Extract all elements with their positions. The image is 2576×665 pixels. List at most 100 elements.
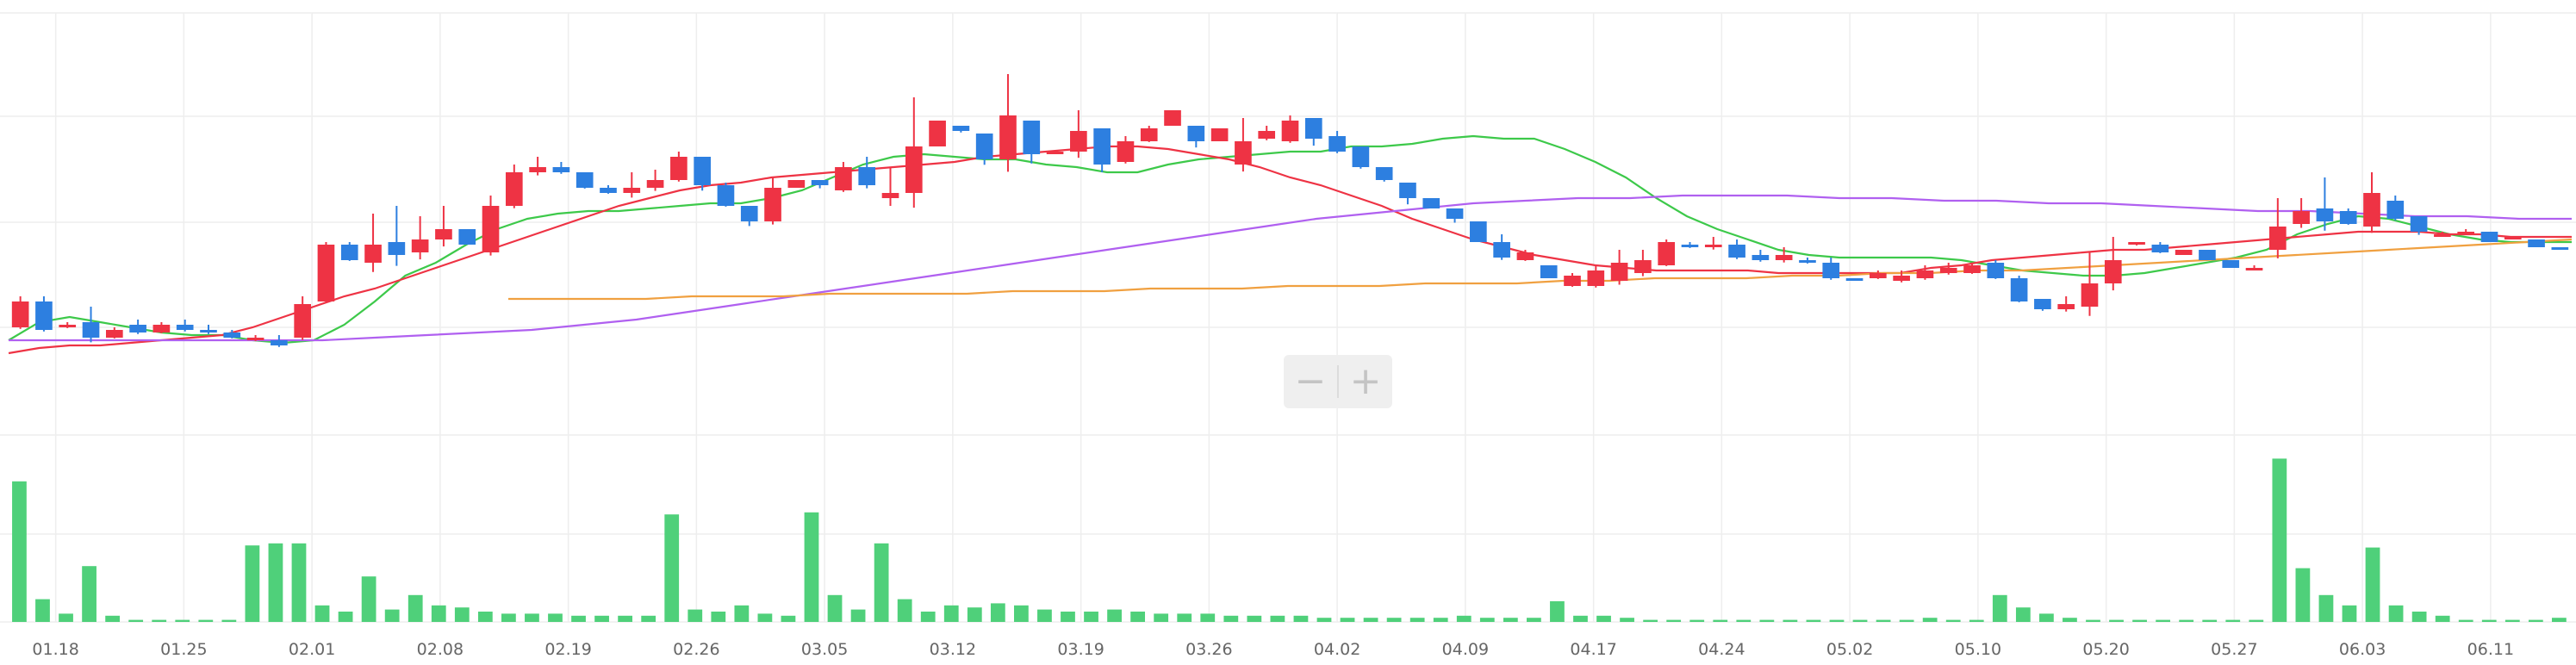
candle-body — [975, 134, 993, 159]
volume-bar — [2249, 619, 2264, 622]
candle — [1540, 265, 1558, 278]
candle — [2010, 276, 2028, 302]
candle-body — [482, 206, 500, 252]
candle — [952, 126, 970, 133]
volume-bar — [1852, 619, 1868, 622]
candle-body — [317, 245, 335, 301]
candle-body — [1799, 260, 1816, 263]
candle-body — [952, 126, 970, 131]
candle — [1704, 237, 1722, 250]
volume-bar — [2342, 605, 2357, 622]
x-axis-tick-label: 02.26 — [673, 640, 719, 659]
candle-body — [340, 245, 358, 260]
moving-average-layer — [8, 134, 2573, 355]
x-axis-tick-label: 05.10 — [1955, 640, 2001, 659]
candle-body — [835, 167, 852, 190]
volume-bar — [2318, 594, 2334, 622]
volume-bar — [1107, 609, 1122, 622]
candle — [1987, 260, 2005, 279]
candle — [787, 180, 806, 188]
candle — [411, 216, 429, 260]
candle-body — [2057, 304, 2075, 309]
candle-body — [1540, 265, 1558, 278]
volume-bar — [1969, 619, 1984, 622]
volume-bar — [1177, 613, 1192, 622]
volume-bar — [1340, 618, 1355, 622]
candle — [881, 167, 899, 206]
candle — [1258, 126, 1276, 140]
volume-bar — [1527, 618, 1541, 622]
candle — [929, 121, 946, 146]
volume-bar — [1806, 619, 1821, 622]
volume-bar — [2435, 615, 2450, 622]
candle-body — [152, 325, 171, 332]
candle-body — [2339, 211, 2357, 224]
candle-body — [388, 242, 406, 255]
x-axis: 01.18 01.25 02.01 02.08 02.19 02.26 03.05 03.12… — [32, 640, 2514, 659]
candle-body — [1164, 110, 1181, 126]
candle-body — [1258, 131, 1276, 139]
volume-bar — [594, 615, 609, 622]
candle-body — [929, 121, 946, 146]
candle-body — [552, 167, 570, 172]
candle — [600, 185, 617, 194]
candle-body — [881, 193, 899, 198]
candle — [670, 152, 688, 182]
candle-body — [2457, 232, 2475, 234]
candle — [1587, 265, 1605, 288]
zoom-out-button[interactable]: − — [1294, 359, 1327, 403]
candle-body — [1987, 263, 2005, 278]
candle — [1070, 110, 1087, 158]
volume-bar — [664, 514, 680, 622]
moving-average-line — [9, 194, 2572, 342]
volume-bar — [314, 605, 330, 622]
candle — [1634, 250, 1652, 277]
volume-bar — [2552, 618, 2567, 622]
volume-bar — [1409, 618, 1425, 622]
candle — [1399, 183, 1416, 205]
candle-body — [2175, 250, 2193, 255]
candle — [1140, 126, 1158, 142]
volume-bar — [1643, 619, 1658, 622]
candle — [35, 296, 53, 332]
candle — [1422, 198, 1440, 208]
volume-bar — [1084, 612, 1098, 622]
zoom-in-button[interactable]: + — [1349, 359, 1382, 403]
candle — [1093, 128, 1111, 172]
candle-body — [717, 185, 735, 206]
x-axis-tick-label: 03.12 — [930, 640, 976, 659]
candle — [1516, 250, 1534, 261]
candle — [905, 97, 923, 208]
candle-body — [2504, 237, 2522, 239]
candle-body — [200, 330, 217, 332]
candle-body — [2316, 208, 2334, 221]
volume-bar — [1899, 619, 1914, 622]
x-axis-tick-label: 02.01 — [289, 640, 335, 659]
candle-body — [2199, 250, 2216, 260]
candle-body — [740, 206, 758, 221]
candle-body — [1822, 263, 1840, 278]
volume-bar — [2528, 619, 2543, 622]
candle — [2434, 232, 2451, 237]
candle — [1870, 270, 1887, 279]
volume-bar — [1736, 619, 1752, 622]
volume-bar — [1550, 601, 1565, 622]
candle-body — [105, 330, 123, 338]
volume-bar — [2179, 619, 2194, 622]
volume-bar — [641, 615, 656, 622]
candle-body — [1140, 128, 1158, 141]
volume-bar — [1200, 613, 1216, 622]
volume-bar — [1503, 618, 1518, 622]
volume-bar — [804, 512, 819, 622]
x-axis-tick-label: 02.08 — [417, 640, 464, 659]
volume-bar — [688, 609, 703, 622]
candle-body — [1117, 141, 1135, 162]
candle — [811, 180, 829, 189]
candle — [1210, 128, 1229, 141]
volume-bar — [1713, 619, 1728, 622]
candle — [2504, 237, 2522, 239]
candle-body — [246, 338, 264, 340]
volume-bar — [943, 605, 959, 622]
candle — [1235, 118, 1252, 172]
